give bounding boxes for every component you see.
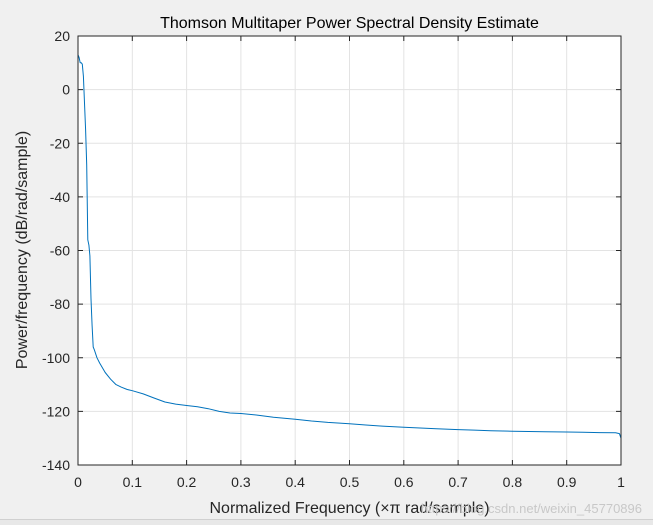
x-tick-label: 0.9 [557, 474, 577, 490]
y-tick-label: -80 [50, 296, 70, 312]
y-axis-label: Power/frequency (dB/rad/sample) [14, 131, 31, 369]
x-tick-label: 1 [617, 474, 625, 490]
y-tick-label: 0 [62, 82, 70, 98]
y-tick-label: -100 [42, 350, 70, 366]
ticks [77, 35, 622, 466]
x-tick-label: 0.1 [123, 474, 143, 490]
y-tick-label: -40 [50, 189, 70, 205]
x-tick-label: 0.3 [231, 474, 251, 490]
x-tick-label: 0 [74, 474, 82, 490]
x-tick-label: 0.7 [448, 474, 468, 490]
y-tick-label: -60 [50, 243, 70, 259]
tick-labels: 0 0.1 0.2 0.3 0.4 0.5 0.6 0.7 0.8 0.9 1 20 0 -20 -40 -6… [42, 28, 625, 490]
x-tick-label: 0.2 [177, 474, 197, 490]
chart-title: Thomson Multitaper Power Spectral Densit… [160, 15, 539, 32]
x-tick-label: 0.5 [340, 474, 360, 490]
window-bottom-edge [0, 519, 653, 525]
series-layer [77, 54, 622, 439]
psd-series-line-0 [77, 54, 622, 439]
x-tick-label: 0.8 [503, 474, 523, 490]
y-tick-label: -20 [50, 135, 70, 151]
y-tick-label: 20 [54, 28, 70, 44]
y-tick-label: -140 [42, 457, 70, 473]
watermark: https://blog.csdn.net/weixin_45770896 [421, 501, 642, 516]
x-tick-label: 0.4 [285, 474, 305, 490]
x-axis-label: Normalized Frequency (×π rad/sample) [209, 500, 489, 517]
x-tick-label: 0.6 [394, 474, 414, 490]
y-tick-label: -120 [42, 403, 70, 419]
